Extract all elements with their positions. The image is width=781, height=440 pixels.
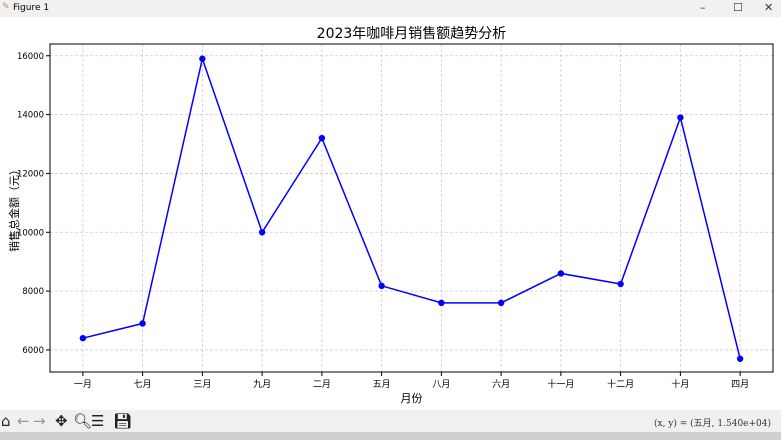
data-point	[677, 114, 684, 121]
data-point	[139, 320, 146, 327]
x-tick-label: 十月	[671, 378, 689, 390]
data-point	[736, 355, 744, 362]
y-tick-label: 8000	[22, 287, 44, 297]
x-tick-label: 十一月	[547, 378, 574, 390]
x-tick-label: 八月	[432, 379, 450, 390]
minimize-button[interactable]: –	[700, 1, 706, 14]
x-axis-label: 月份	[401, 392, 423, 405]
chart-title: 2023年咖啡月销售额趋势分析	[317, 26, 507, 42]
series-line	[82, 55, 741, 359]
x-tick-label: 五月	[373, 379, 391, 390]
x-tick-label: 十二月	[607, 378, 634, 390]
x-tick-label: 三月	[193, 379, 211, 390]
home-icon[interactable]: ⌂	[1, 412, 11, 430]
data-point	[378, 282, 385, 290]
data-point	[497, 299, 505, 307]
back-icon[interactable]: ←	[17, 412, 30, 430]
forward-icon[interactable]: →	[33, 412, 46, 430]
title-bar: ✎ Figure 1 – ☐ ✕	[0, 0, 781, 17]
y-tick-label: 16000	[17, 52, 44, 62]
save-icon[interactable]: 💾︎	[113, 412, 133, 430]
x-tick-label: 六月	[492, 378, 510, 390]
matplotlib-logo-icon: ✎	[2, 2, 10, 12]
data-point	[258, 229, 266, 236]
coordinates-readout: (x, y) = (五月, 1.540e+04)	[654, 419, 771, 429]
x-tick-label: 一月	[74, 379, 92, 390]
x-tick-label: 九月	[253, 379, 271, 390]
y-tick-label: 6000	[22, 346, 44, 356]
data-point	[318, 134, 326, 142]
zoom-icon[interactable]: 🔍︎	[73, 412, 93, 430]
window-title: Figure 1	[13, 3, 50, 13]
data-point	[557, 270, 565, 277]
y-tick-label: 12000	[17, 169, 44, 179]
data-point	[199, 55, 206, 62]
pan-icon[interactable]: ✥	[55, 412, 68, 430]
x-tick-label: 七月	[134, 379, 152, 390]
line-chart: 一月 七月 三月 九月 二月 五月 八月 六月 十一月 十二月 十月 四月 6000 8000 10000 1…	[7, 26, 774, 405]
taskbar-strip	[0, 432, 781, 440]
toolbar: ⌂ ← → ✥ 🔍︎ ☰ 💾︎ (x, y) = (五月, 1.540e+04)	[0, 410, 781, 432]
data-point	[617, 280, 624, 288]
y-tick-label: 14000	[17, 111, 44, 121]
plot-frame	[49, 43, 774, 373]
data-point	[438, 299, 445, 307]
x-tick-label: 四月	[731, 379, 749, 390]
x-tick-label: 二月	[313, 379, 331, 390]
y-axis-label: 销售总金额（元）	[7, 164, 21, 252]
data-point	[79, 334, 87, 342]
close-button[interactable]: ✕	[764, 1, 774, 14]
maximize-button[interactable]: ☐	[733, 1, 743, 14]
configure-icon[interactable]: ☰	[91, 412, 105, 430]
y-tick-label: 10000	[17, 228, 44, 238]
